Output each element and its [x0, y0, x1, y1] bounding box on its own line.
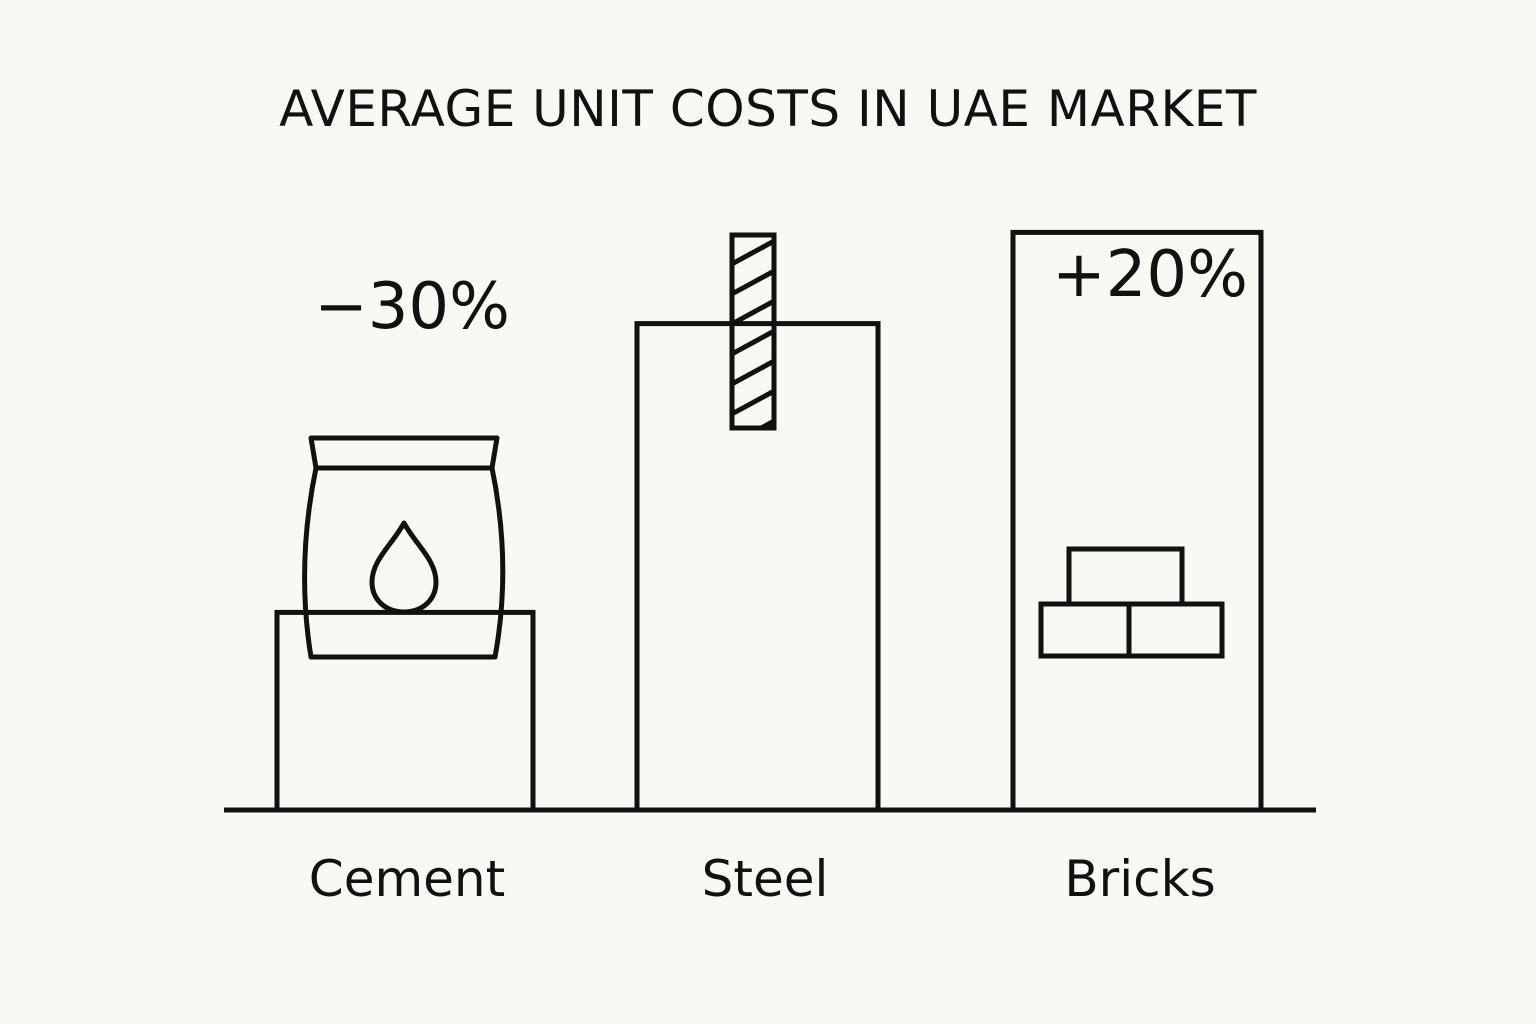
bricks-icon	[1038, 546, 1225, 659]
category-label-bricks: Bricks	[1064, 850, 1216, 908]
change-label-bricks: +20%	[1052, 238, 1248, 312]
bar-cement	[274, 609, 536, 813]
chart-title: AVERAGE UNIT COSTS IN UAE MARKET	[279, 80, 1257, 138]
category-label-cement: Cement	[308, 850, 506, 908]
cement-bag-icon	[302, 435, 506, 660]
steel-rebar-icon	[729, 232, 777, 431]
bar-steel	[634, 321, 881, 813]
bar-bricks	[1010, 229, 1264, 813]
category-label-steel: Steel	[701, 850, 829, 908]
change-label-cement: −30%	[314, 270, 510, 344]
